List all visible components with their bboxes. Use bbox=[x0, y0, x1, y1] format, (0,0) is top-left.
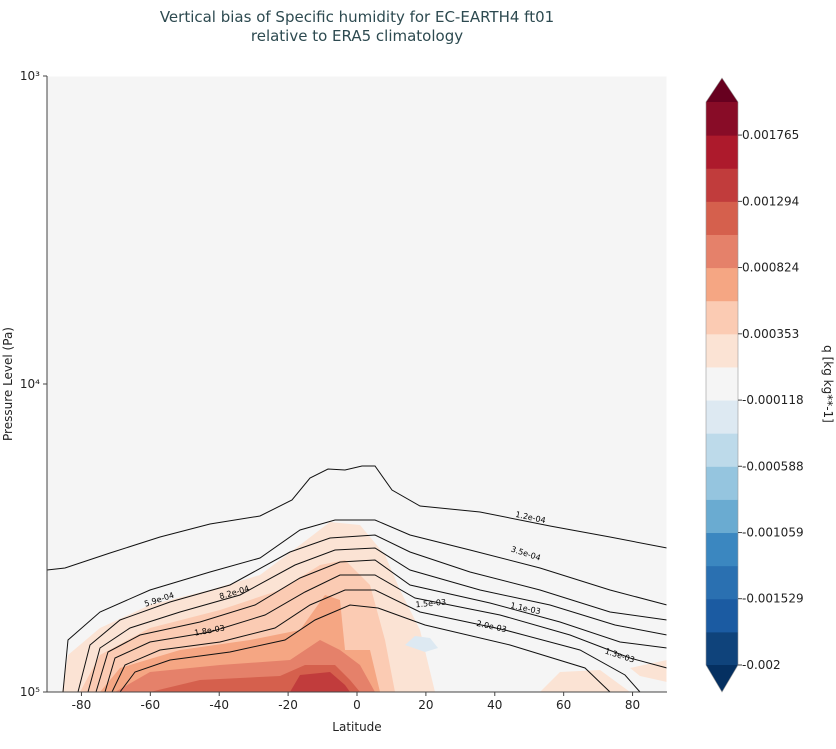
contour-line bbox=[95, 559, 668, 693]
fill-region bbox=[290, 672, 350, 692]
colorbar-bin bbox=[706, 499, 738, 534]
contour-line bbox=[104, 574, 668, 693]
fill-region bbox=[540, 670, 630, 692]
contour-line bbox=[77, 534, 668, 693]
contour-label: 1.5e-03 bbox=[415, 598, 446, 610]
x-tick-label: 40 bbox=[487, 698, 502, 712]
colorbar-tick-label: -0.002 bbox=[742, 658, 781, 672]
contour-line bbox=[111, 589, 641, 693]
colorbar-tick-label: 0.000824 bbox=[742, 261, 799, 275]
contour-line bbox=[46, 465, 668, 571]
colorbar-bin bbox=[706, 102, 738, 136]
contour-line bbox=[62, 519, 668, 693]
x-tick-label: 80 bbox=[625, 698, 640, 712]
x-tick-label: 20 bbox=[418, 698, 433, 712]
contour-line bbox=[119, 604, 611, 693]
y-axis-label: Pressure Level (Pa) bbox=[1, 327, 15, 441]
y-tick-label: 10⁵ bbox=[20, 685, 40, 699]
colorbar-bin bbox=[706, 366, 738, 401]
colorbar-label: q [kg kg**-1] bbox=[821, 345, 835, 423]
colorbar-bin bbox=[706, 631, 738, 666]
x-axis-label: Latitude bbox=[332, 720, 381, 734]
x-tick-label: -80 bbox=[72, 698, 92, 712]
colorbar-tick-label: 0.001765 bbox=[742, 128, 799, 142]
y-tick-label: 10⁴ bbox=[20, 377, 40, 391]
colorbar-bin bbox=[706, 598, 738, 633]
colorbar-tick-label: 0.001294 bbox=[742, 194, 799, 208]
x-tick-label: -40 bbox=[209, 698, 229, 712]
contour-lines bbox=[46, 465, 668, 693]
y-tick-label: 10³ bbox=[20, 69, 40, 83]
colorbar-bin bbox=[706, 400, 738, 434]
colorbar-extend bbox=[706, 78, 738, 102]
x-tick-label: 0 bbox=[353, 698, 361, 712]
x-tick-label: 60 bbox=[556, 698, 571, 712]
colorbar-bin bbox=[706, 532, 738, 567]
colorbar-bin bbox=[706, 135, 738, 169]
chart-title: Vertical bias of Specific humidity for E… bbox=[160, 8, 554, 26]
colorbar-bin bbox=[706, 234, 738, 269]
contour-line bbox=[87, 547, 668, 693]
colorbar-tick-label: -0.000118 bbox=[742, 393, 804, 407]
colorbar-tick-label: 0.000353 bbox=[742, 327, 799, 341]
colorbar-bin bbox=[706, 267, 738, 302]
fill-region bbox=[405, 636, 438, 652]
colorbar-tick-label: -0.000588 bbox=[742, 459, 804, 473]
colorbar-bin bbox=[706, 565, 738, 600]
x-tick-label: -20 bbox=[278, 698, 298, 712]
colorbar-outline bbox=[705, 77, 739, 693]
colorbar-bin bbox=[706, 333, 738, 368]
colorbar-bin bbox=[706, 201, 738, 235]
colorbar-bin bbox=[706, 300, 738, 335]
colorbar-bin bbox=[706, 466, 738, 500]
colorbar-tick-label: -0.001059 bbox=[742, 526, 804, 540]
x-tick-label: -60 bbox=[141, 698, 161, 712]
colorbar-extend bbox=[706, 665, 738, 692]
chart-subtitle: relative to ERA5 climatology bbox=[251, 27, 463, 45]
colorbar-bin bbox=[706, 168, 738, 202]
colorbar-bin bbox=[706, 433, 738, 467]
colorbar-tick-label: -0.001529 bbox=[742, 592, 804, 606]
